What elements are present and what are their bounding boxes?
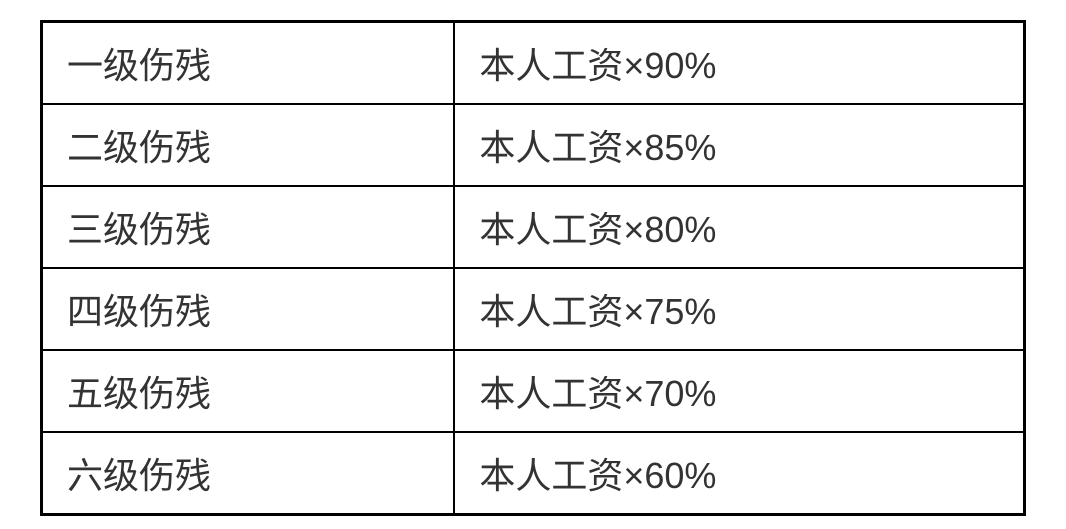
- level-cell: 一级伤残: [42, 22, 455, 105]
- table-row: 二级伤残 本人工资×85%: [42, 104, 1025, 186]
- table-row: 六级伤残 本人工资×60%: [42, 432, 1025, 515]
- table-row: 五级伤残 本人工资×70%: [42, 350, 1025, 432]
- table-row: 三级伤残 本人工资×80%: [42, 186, 1025, 268]
- value-cell: 本人工资×90%: [454, 22, 1024, 105]
- value-cell: 本人工资×85%: [454, 104, 1024, 186]
- disability-compensation-table: 一级伤残 本人工资×90% 二级伤残 本人工资×85% 三级伤残 本人工资×80…: [40, 20, 1026, 516]
- value-cell: 本人工资×70%: [454, 350, 1024, 432]
- value-cell: 本人工资×80%: [454, 186, 1024, 268]
- level-cell: 三级伤残: [42, 186, 455, 268]
- table-row: 四级伤残 本人工资×75%: [42, 268, 1025, 350]
- value-cell: 本人工资×75%: [454, 268, 1024, 350]
- table-row: 一级伤残 本人工资×90%: [42, 22, 1025, 105]
- value-cell: 本人工资×60%: [454, 432, 1024, 515]
- level-cell: 六级伤残: [42, 432, 455, 515]
- table: 一级伤残 本人工资×90% 二级伤残 本人工资×85% 三级伤残 本人工资×80…: [40, 20, 1026, 516]
- level-cell: 五级伤残: [42, 350, 455, 432]
- level-cell: 二级伤残: [42, 104, 455, 186]
- table-body: 一级伤残 本人工资×90% 二级伤残 本人工资×85% 三级伤残 本人工资×80…: [42, 22, 1025, 515]
- level-cell: 四级伤残: [42, 268, 455, 350]
